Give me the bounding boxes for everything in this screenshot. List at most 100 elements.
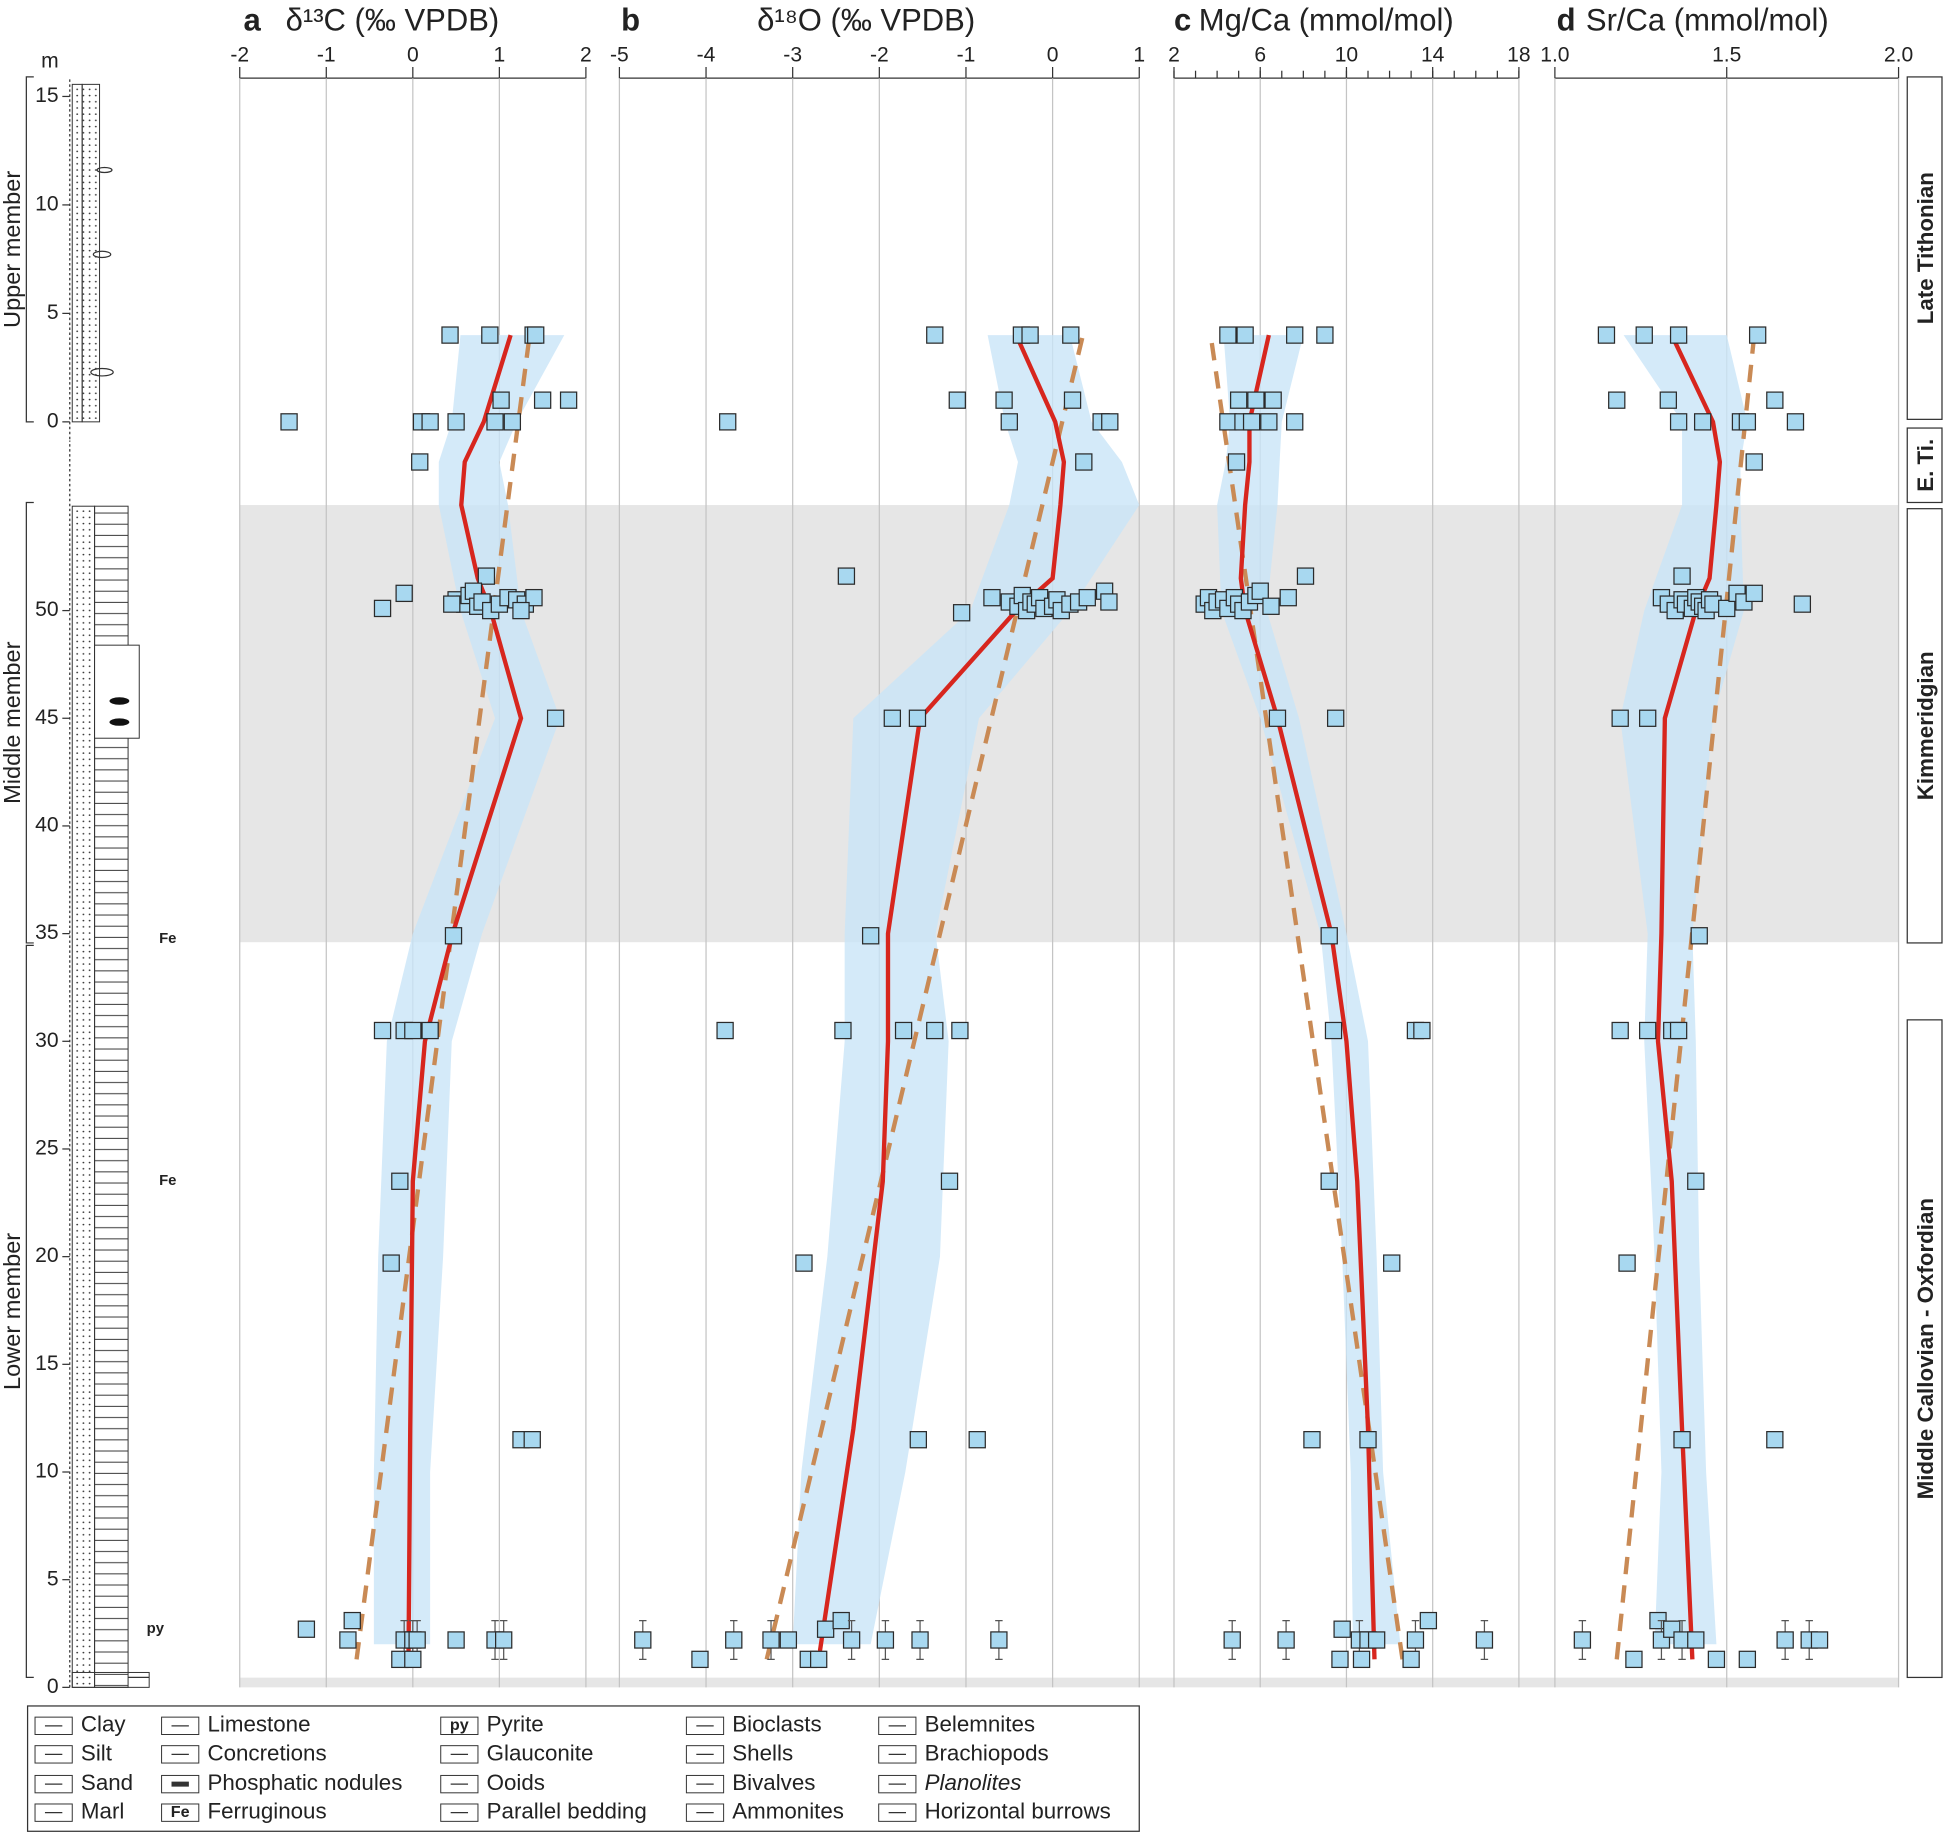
data-point: [447, 413, 465, 431]
data-point: [837, 567, 856, 585]
data-point: [495, 1631, 513, 1649]
member-label: Lower member: [0, 1233, 25, 1390]
data-point: [486, 413, 504, 431]
legend-icon: [440, 1745, 479, 1764]
data-point: [719, 413, 737, 431]
legend-icon: [34, 1803, 73, 1822]
data-point: [444, 927, 463, 945]
confidence-band: [1620, 335, 1748, 1645]
legend-label: Brachiopods: [925, 1740, 1049, 1765]
depth-tick-label: 50: [35, 598, 58, 621]
data-point: [408, 1631, 426, 1649]
data-point: [1075, 453, 1093, 471]
data-point: [762, 1631, 780, 1649]
x-tick-label: 2.0: [1884, 43, 1913, 66]
data-point: [809, 1650, 828, 1669]
data-point: [909, 1431, 928, 1449]
data-point: [404, 1021, 422, 1040]
x-tick-label: 18: [1507, 43, 1530, 66]
data-point: [1383, 1254, 1401, 1272]
data-point: [1316, 326, 1334, 344]
data-point: [795, 1254, 813, 1272]
smooth-line: [1238, 334, 1377, 1660]
depth-tick-label: 15: [35, 84, 58, 107]
data-point: [1324, 1021, 1343, 1040]
data-point: [1573, 1631, 1592, 1649]
data-point: [339, 1631, 357, 1649]
data-point: [1738, 1650, 1757, 1669]
data-point: [1786, 413, 1805, 431]
legend-icon: [34, 1774, 73, 1794]
member-bracket: [25, 76, 34, 423]
legend-label: Pyrite: [487, 1712, 544, 1737]
data-point: [894, 1021, 913, 1040]
data-point: [1320, 927, 1338, 945]
trend-line: [354, 334, 532, 1660]
data-point: [297, 1620, 316, 1638]
data-point: [842, 1631, 861, 1649]
data-point: [1063, 391, 1082, 409]
data-point: [1766, 391, 1784, 409]
data-point: [1326, 709, 1345, 727]
depth-tick-label: 20: [35, 1244, 58, 1267]
x-tick-label: 1: [493, 43, 505, 66]
data-point: [1718, 599, 1736, 618]
data-point: [1745, 584, 1763, 603]
column-label: Fe: [159, 1173, 176, 1189]
data-point: [1062, 326, 1080, 344]
legend-label: Concretions: [207, 1740, 326, 1765]
data-point: [343, 1611, 361, 1630]
x-tick-label: 0: [1047, 43, 1059, 66]
data-point: [883, 709, 902, 727]
data-point: [1260, 413, 1278, 431]
smooth-line: [1655, 334, 1723, 1660]
confidence-band: [373, 335, 565, 1645]
data-point: [1475, 1631, 1494, 1649]
data-point: [443, 595, 461, 613]
data-point: [421, 413, 439, 431]
stage-label: Late Tithonian: [1913, 172, 1938, 324]
legend-label: Horizontal burrows: [925, 1799, 1111, 1824]
x-tick-label: -1: [317, 43, 336, 66]
x-tick-label: 0: [407, 43, 419, 66]
data-point: [779, 1631, 798, 1649]
stage-box: [1906, 1019, 1943, 1679]
data-point: [1738, 413, 1757, 431]
data-point: [1707, 1650, 1726, 1669]
x-tick-label: 2: [1168, 43, 1180, 66]
data-point: [546, 709, 565, 727]
data-point: [492, 391, 510, 409]
x-tick-label: 6: [1254, 43, 1266, 66]
data-point: [1687, 1631, 1705, 1649]
x-tick-label: -2: [230, 43, 249, 66]
data-point: [716, 1021, 734, 1040]
legend-label: Marl: [81, 1799, 124, 1824]
data-point: [1413, 1021, 1431, 1040]
data-point: [1367, 1631, 1386, 1649]
data-point: [503, 413, 522, 431]
data-point: [1659, 391, 1677, 409]
data-point: [1638, 1021, 1657, 1040]
depth-tick-label: 10: [35, 192, 58, 215]
data-point: [725, 1631, 743, 1649]
data-point: [533, 391, 552, 409]
data-point: [1268, 709, 1287, 727]
data-point: [876, 1631, 895, 1649]
data-point: [1359, 1431, 1377, 1449]
legend-label: Shells: [732, 1740, 793, 1765]
data-point: [1277, 1631, 1295, 1649]
data-point: [832, 1611, 850, 1630]
stage-label: Middle Callovian - Oxfordian: [1913, 1198, 1938, 1499]
legend-label: Bioclasts: [732, 1712, 821, 1737]
data-point: [1279, 588, 1297, 607]
data-point: [1262, 597, 1280, 615]
legend-icon: [440, 1803, 479, 1822]
data-point: [1611, 1021, 1629, 1040]
data-point: [691, 1650, 709, 1669]
data-point: [1242, 413, 1261, 431]
data-point: [911, 1631, 929, 1649]
data-point: [1793, 595, 1812, 613]
data-point: [1669, 1021, 1688, 1040]
x-tick-label: 1.0: [1540, 43, 1569, 66]
data-point: [447, 1631, 465, 1649]
